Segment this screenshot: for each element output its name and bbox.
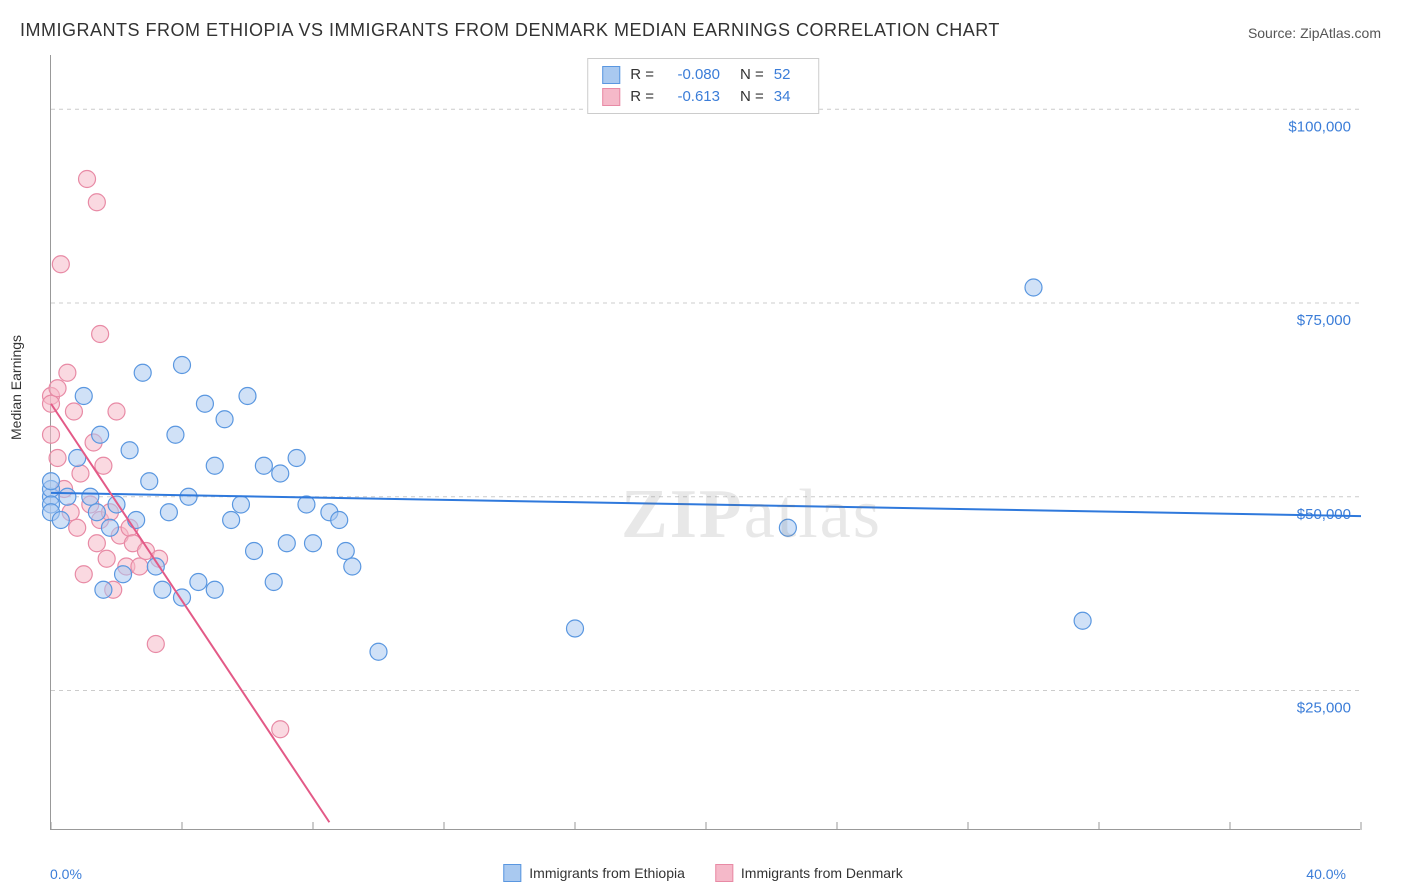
svg-text:$75,000: $75,000 [1297,312,1351,329]
plot-area: $25,000$50,000$75,000$100,000 ZIPatlas [50,55,1360,830]
chart-container: IMMIGRANTS FROM ETHIOPIA VS IMMIGRANTS F… [0,0,1406,892]
n-label-b: N = [740,86,764,108]
legend-swatch-ethiopia-bottom [503,864,521,882]
y-axis-label: Median Earnings [8,335,24,440]
legend-label-denmark: Immigrants from Denmark [741,865,903,881]
legend-item-denmark: Immigrants from Denmark [715,864,903,882]
legend-swatch-denmark [602,88,620,106]
plot-svg: $25,000$50,000$75,000$100,000 [51,55,1361,830]
r-value-b: -0.613 [664,86,720,108]
legend-swatch-ethiopia [602,66,620,84]
source-name: ZipAtlas.com [1300,25,1381,41]
svg-text:$100,000: $100,000 [1288,118,1351,135]
legend-top-row-b: R = -0.613 N = 34 [602,86,804,108]
n-label-a: N = [740,64,764,86]
svg-text:$25,000: $25,000 [1297,700,1351,717]
legend-top-row-a: R = -0.080 N = 52 [602,64,804,86]
x-axis-max-label: 40.0% [1306,866,1346,882]
legend-bottom: Immigrants from Ethiopia Immigrants from… [503,864,902,882]
legend-swatch-denmark-bottom [715,864,733,882]
r-label-b: R = [630,86,654,108]
r-label-a: R = [630,64,654,86]
n-value-b: 34 [774,86,804,108]
source-label: Source: ZipAtlas.com [1248,25,1381,41]
chart-title: IMMIGRANTS FROM ETHIOPIA VS IMMIGRANTS F… [20,20,1000,41]
legend-label-ethiopia: Immigrants from Ethiopia [529,865,685,881]
legend-item-ethiopia: Immigrants from Ethiopia [503,864,685,882]
r-value-a: -0.080 [664,64,720,86]
legend-top: R = -0.080 N = 52 R = -0.613 N = 34 [587,58,819,114]
source-prefix: Source: [1248,25,1300,41]
n-value-a: 52 [774,64,804,86]
x-axis-min-label: 0.0% [50,866,82,882]
